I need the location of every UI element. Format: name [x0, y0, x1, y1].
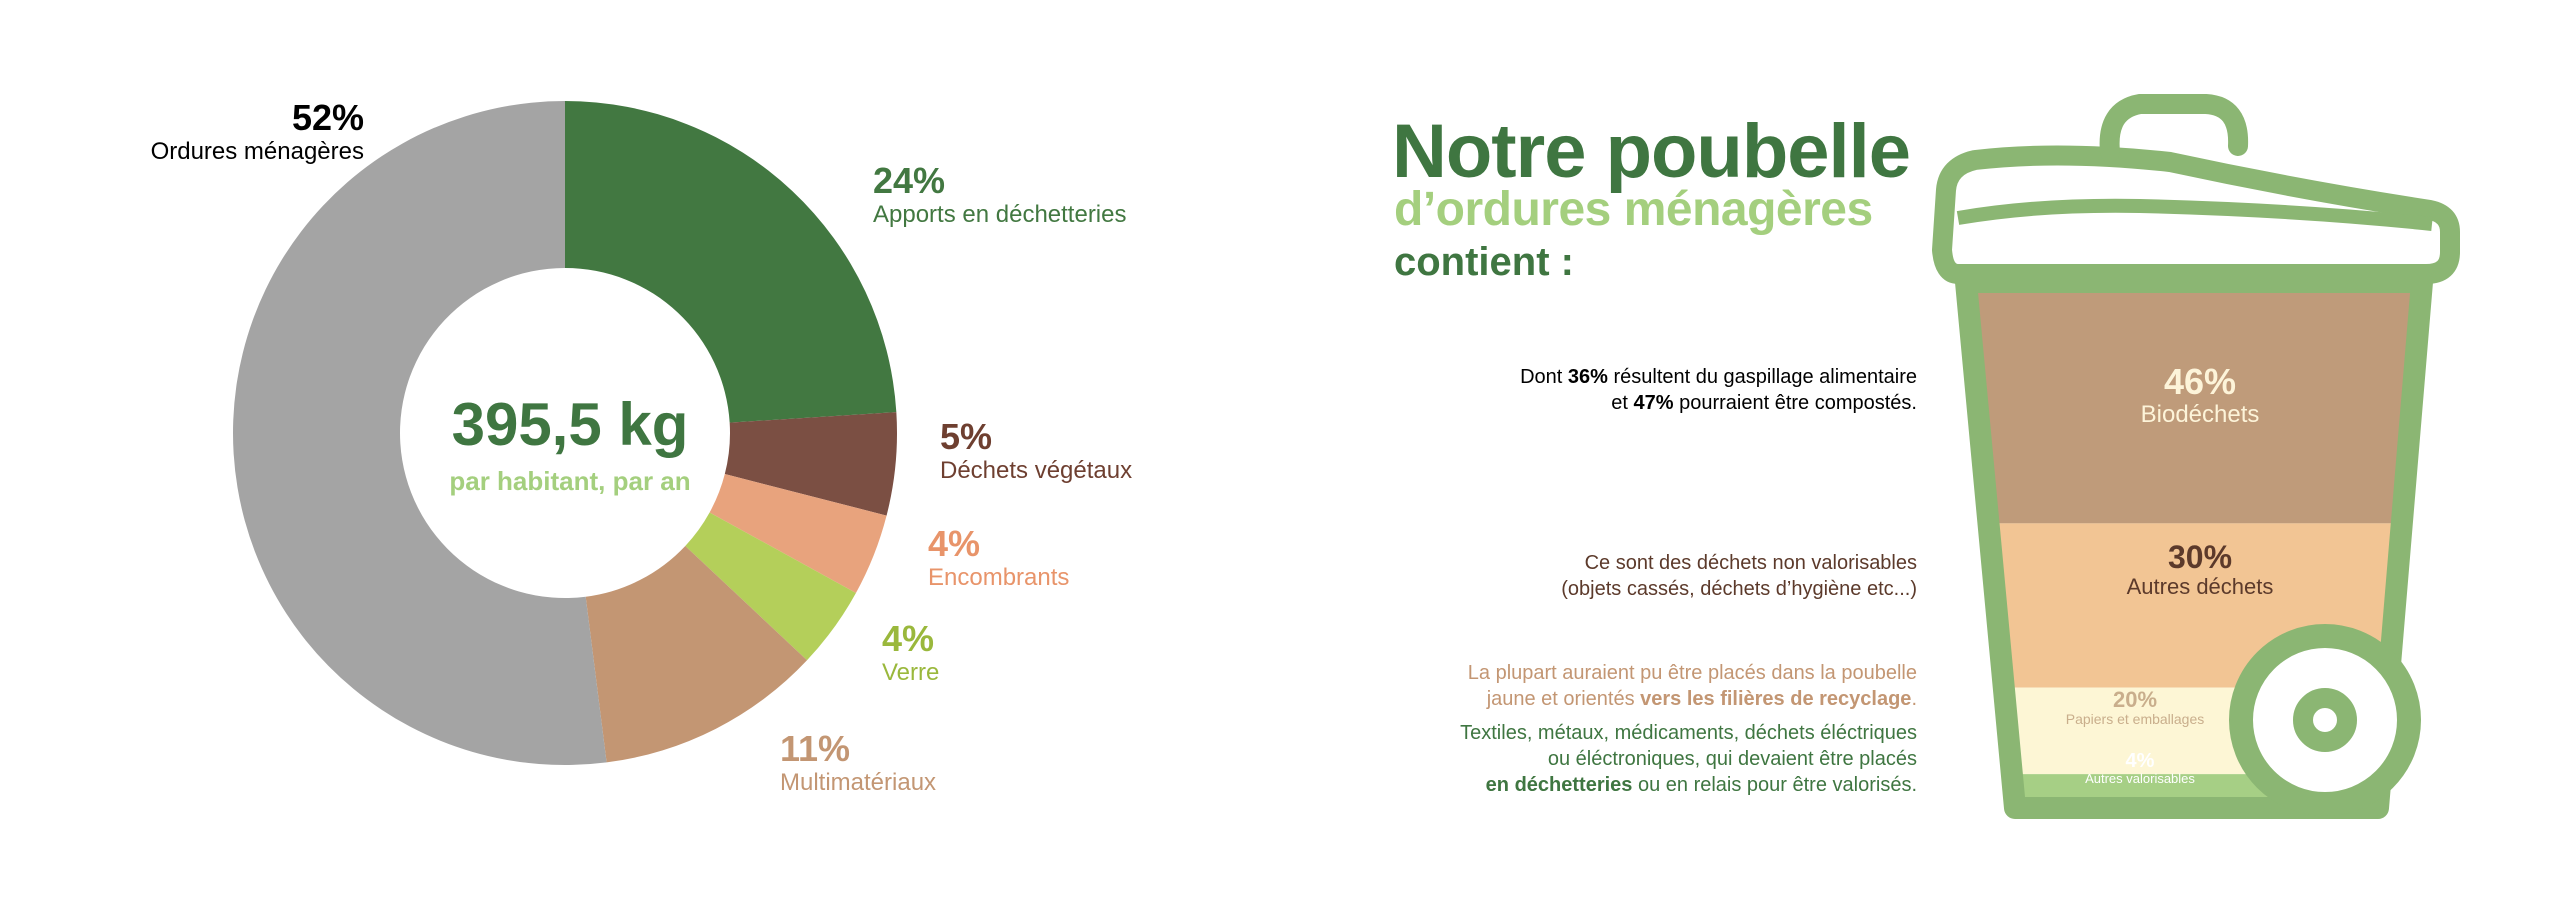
name-multimateriaux: Multimatériaux [780, 769, 937, 797]
note-text: . [1911, 688, 1917, 710]
pct-multimateriaux: 11% [780, 728, 851, 769]
bin-pct-autres-dechets: 30% [2167, 539, 2233, 575]
bin-pct-biodechets: 46% [2163, 361, 2237, 402]
name-encombrants: Encombrants [928, 564, 1070, 592]
note-line: La plupart auraient pu être placés dans … [1467, 662, 1917, 684]
bin-name-autres-valorisables: Autres valorisables [2085, 771, 2195, 786]
note-autres-dechets: Ce sont des déchets non valorisables (ob… [1561, 550, 1917, 602]
note-bold: en déchetteries [1485, 774, 1633, 796]
label-encombrants: 4% Encombrants [928, 523, 1069, 592]
bin-handle [2099, 94, 2249, 162]
note-text: et [1611, 392, 1634, 414]
donut-slice-ordures-m-nag-res [232, 101, 607, 765]
name-ordures-menageres: Ordures ménagères [150, 138, 364, 166]
donut-slice-multimat-riaux [585, 545, 808, 763]
pct-encombrants: 4% [928, 523, 981, 564]
note-line: jaune et orientés vers les filières de r… [1468, 686, 1917, 712]
name-verre: Verre [882, 659, 940, 687]
bin-lid-rim [1956, 198, 2433, 231]
pct-verre: 4% [882, 618, 935, 659]
label-multimateriaux: 11% Multimatériaux [780, 728, 936, 797]
label-verre: 4% Verre [882, 618, 939, 687]
bin-name-papiers: Papiers et emballages [2065, 711, 2205, 728]
name-apports-dechetteries: Apports en déchetteries [873, 201, 1127, 229]
center-subtitle: par habitant, par an [449, 466, 691, 496]
label-apports-dechetteries: 24% Apports en déchetteries [873, 160, 1127, 229]
note-line: (objets cassés, déchets d’hygiène etc...… [1561, 578, 1917, 600]
donut-chart [232, 101, 897, 765]
note-text: Dont [1520, 366, 1568, 388]
donut-slice-verre [685, 512, 856, 661]
label-ordures-menageres: 52% Ordures ménagères [151, 97, 364, 166]
pct-ordures-menageres: 52% [291, 97, 364, 138]
name-dechets-vegetaux: Déchets végétaux [940, 457, 1133, 485]
note-line: en déchetteries ou en relais pour être v… [1460, 772, 1917, 798]
bin-pct-papiers: 20% [2112, 687, 2158, 712]
note-text: pourraient être compostés. [1673, 392, 1917, 414]
donut-slice-encombrants [709, 474, 887, 593]
bin-wheel-hub [2293, 688, 2357, 752]
note-text: jaune et orientés [1486, 688, 1641, 710]
center-value: 395,5 kg [451, 391, 689, 458]
note-bold: 36% [1567, 366, 1608, 388]
bin-name-autres-dechets: Autres déchets [2126, 574, 2274, 600]
bin-label-papiers: 20% Papiers et emballages [2005, 687, 2265, 728]
note-autres-valorisables: Textiles, métaux, médicaments, déchets é… [1460, 720, 1917, 798]
donut-slice-apports-en-d-chetteries [565, 101, 897, 423]
note-line: Dont 36% résultent du gaspillage aliment… [1520, 364, 1917, 390]
page-title-line1: Notre poubelle [1392, 109, 1911, 194]
note-biodechets: Dont 36% résultent du gaspillage aliment… [1520, 364, 1917, 416]
note-text: résultent du gaspillage alimentaire [1607, 366, 1917, 388]
note-line: Ce sont des déchets non valorisables [1584, 552, 1917, 574]
bin-segment-biod-chets [1966, 290, 2422, 524]
note-bold: vers les filières de recyclage [1640, 688, 1912, 710]
bin-label-autres-dechets: 30% Autres déchets [2030, 539, 2370, 600]
note-line: ou éléctroniques, qui devaient être plac… [1547, 748, 1917, 770]
page-title-line3: contient : [1394, 240, 1574, 284]
note-line: Textiles, métaux, médicaments, déchets é… [1460, 722, 1917, 744]
bin-label-biodechets: 46% Biodéchets [2030, 362, 2370, 428]
label-dechets-vegetaux: 5% Déchets végétaux [940, 416, 1132, 485]
page-title-line2: d’ordures ménagères [1394, 183, 1873, 236]
bin-label-autres-valorisables: 4% Autres valorisables [2020, 750, 2260, 786]
bin-name-biodechets: Biodéchets [2140, 400, 2260, 428]
pct-apports-dechetteries: 24% [873, 160, 946, 201]
note-line: et 47% pourraient être compostés. [1520, 390, 1917, 416]
pct-dechets-vegetaux: 5% [940, 416, 993, 457]
note-text: ou en relais pour être valorisés. [1632, 774, 1917, 796]
note-papiers-emballages: La plupart auraient pu être placés dans … [1468, 660, 1917, 712]
note-bold: 47% [1633, 392, 1674, 414]
donut-slice-d-chets-v-g-taux [724, 412, 897, 516]
bin-pct-autres-valorisables: 4% [2125, 750, 2155, 772]
